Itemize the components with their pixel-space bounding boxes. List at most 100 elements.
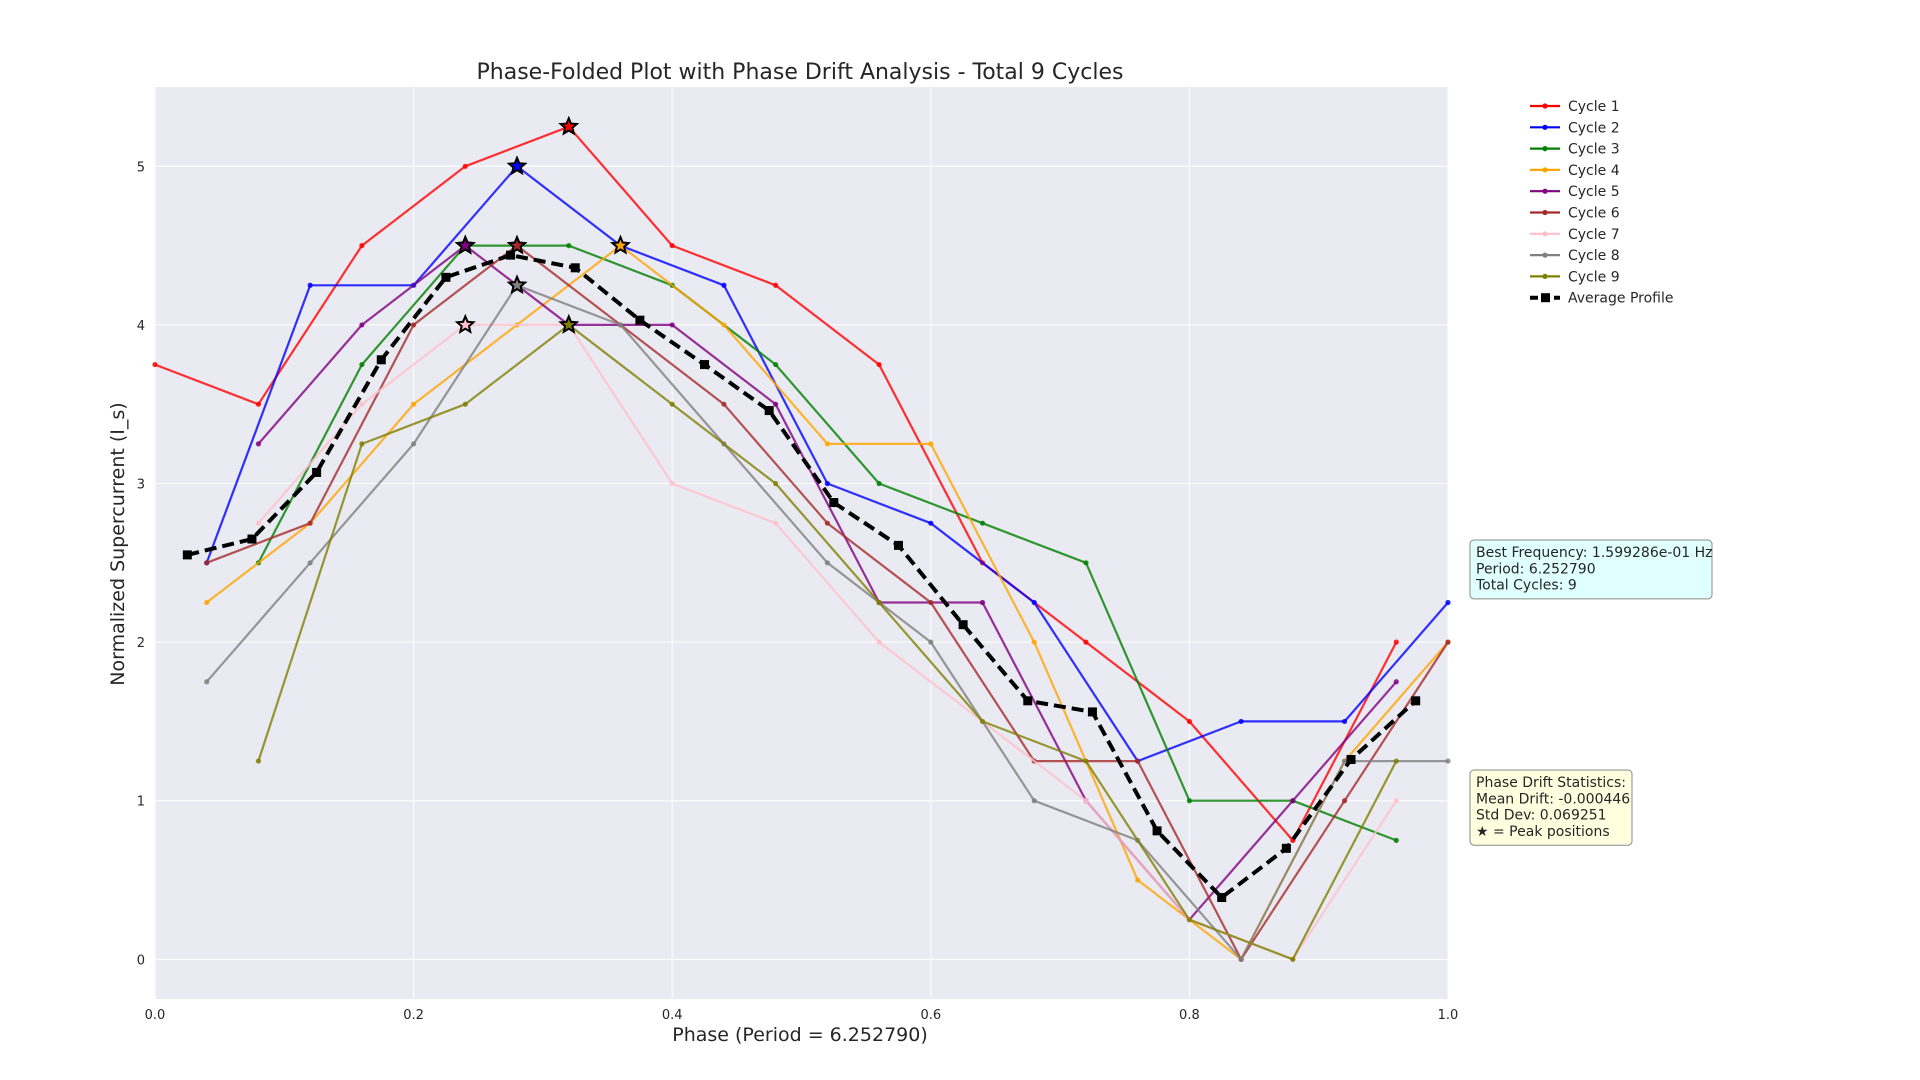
series-point: [979, 718, 986, 725]
series-point: [359, 243, 365, 249]
y-axis-label: Normalized Supercurrent (I_s): [107, 402, 129, 685]
stats-box-line: ★ = Peak positions: [1476, 824, 1610, 840]
series-point: [1186, 718, 1192, 725]
series-point: [462, 163, 468, 169]
average-point: [441, 272, 451, 282]
legend-label: Cycle 4: [1568, 163, 1620, 179]
series-point: [824, 480, 830, 487]
legend-label: Cycle 6: [1568, 206, 1620, 222]
series-point: [307, 520, 313, 526]
series-point: [1290, 956, 1296, 962]
average-point: [376, 355, 386, 365]
series-point: [411, 441, 417, 447]
plot-background: [155, 87, 1448, 999]
peak-star: [506, 234, 528, 255]
series-point: [1083, 639, 1089, 645]
series-point: [307, 560, 313, 566]
series-point: [566, 243, 572, 249]
series-point: [1393, 798, 1399, 804]
series-point: [773, 282, 779, 288]
legend-marker: [1542, 146, 1548, 152]
peak-star: [506, 274, 528, 295]
legend-entry: Cycle 2: [1530, 120, 1620, 136]
series-point: [928, 599, 934, 606]
series-point: [462, 401, 468, 407]
series-point: [204, 599, 210, 606]
series-point: [928, 639, 934, 645]
series-point: [255, 441, 262, 447]
y-tick-label: 2: [137, 636, 145, 651]
drift-stats-box: Phase Drift Statistics:Mean Drift: -0.00…: [1469, 769, 1633, 846]
legend-label: Average Profile: [1568, 291, 1673, 307]
series-point: [669, 401, 675, 407]
x-tick-label: 0.2: [403, 1008, 424, 1023]
peak-star: [558, 115, 580, 136]
series-point: [204, 679, 210, 685]
series-point: [617, 322, 624, 328]
series-point: [1083, 758, 1089, 764]
series-line: [257, 244, 1397, 842]
legend-entry: Cycle 8: [1530, 248, 1620, 264]
legend-entry: Cycle 4: [1530, 163, 1620, 179]
series-point: [1393, 837, 1399, 843]
legend-label: Cycle 5: [1568, 184, 1620, 200]
average-layer: [182, 250, 1421, 902]
peak-star: [506, 155, 528, 176]
series-point: [1083, 560, 1089, 566]
legend-entry: Cycle 9: [1530, 269, 1620, 285]
series-point: [1238, 718, 1244, 725]
series-point: [669, 243, 675, 249]
legend-entry: Average Profile: [1530, 291, 1673, 307]
series-point: [1135, 758, 1141, 764]
series-point: [204, 560, 210, 566]
chart-title: Phase-Folded Plot with Phase Drift Analy…: [477, 60, 1124, 85]
series-point: [1238, 956, 1244, 962]
info-box-line: Period: 6.252790: [1476, 561, 1596, 577]
series-point: [152, 361, 158, 368]
legend-label: Cycle 3: [1568, 142, 1620, 158]
x-tick-label: 1.0: [1438, 1008, 1459, 1023]
legend-marker: [1542, 252, 1548, 258]
series-point: [1135, 877, 1141, 883]
series-layer: [152, 124, 1451, 962]
series-point: [411, 322, 417, 328]
series-point: [928, 520, 934, 526]
peak-star: [454, 313, 476, 334]
stats-box-line: Std Dev: 0.069251: [1476, 808, 1607, 824]
series-point: [773, 361, 779, 368]
series-point: [824, 441, 830, 447]
series-point: [824, 560, 830, 566]
series-point: [307, 282, 313, 288]
series-1: [152, 124, 1399, 843]
y-axis-ticks: 0 1 2 3 4 5: [137, 160, 145, 968]
average-point: [893, 540, 903, 550]
y-tick-label: 1: [137, 795, 145, 810]
series-point: [979, 599, 986, 606]
stats-box-line: Phase Drift Statistics:: [1476, 775, 1626, 791]
y-tick-label: 4: [137, 319, 145, 334]
series-point: [1341, 798, 1348, 804]
average-point: [570, 263, 580, 273]
series-point: [411, 401, 417, 407]
average-point: [1087, 707, 1097, 717]
series-point: [721, 401, 727, 407]
series-point: [824, 520, 830, 526]
legend-marker: [1542, 188, 1548, 194]
average-point: [1281, 843, 1291, 853]
series-point: [359, 401, 365, 407]
series-point: [359, 361, 365, 368]
average-point: [635, 315, 645, 325]
series-point: [1445, 599, 1451, 606]
average-point: [312, 467, 322, 477]
average-point: [1346, 755, 1356, 765]
legend-entry: Cycle 5: [1530, 184, 1620, 200]
y-tick-label: 0: [137, 953, 145, 968]
series-point: [721, 322, 727, 328]
x-axis-label: Phase (Period = 6.252790): [672, 1024, 928, 1046]
series-point: [721, 282, 727, 288]
legend-label: Cycle 9: [1568, 269, 1620, 285]
series-point: [1393, 758, 1399, 764]
series-point: [669, 322, 675, 328]
